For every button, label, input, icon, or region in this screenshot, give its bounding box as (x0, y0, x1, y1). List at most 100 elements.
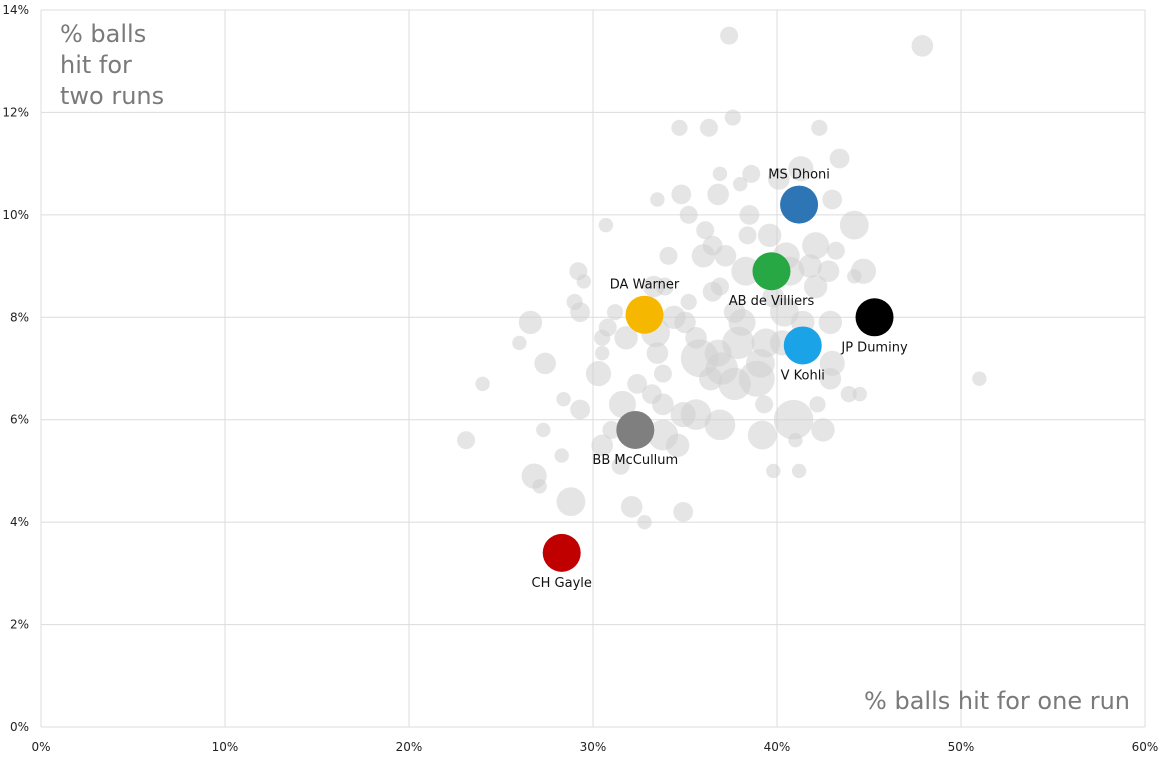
background-point (585, 361, 612, 387)
point-label: DA Warner (610, 278, 680, 293)
background-point (598, 217, 614, 233)
highlighted-point (616, 410, 655, 449)
background-point (696, 221, 715, 240)
y-tick-label: 10% (2, 208, 29, 222)
x-axis-title: % balls hit for one run (864, 687, 1130, 715)
background-point (691, 244, 716, 268)
background-point (911, 35, 934, 57)
background-point (659, 246, 678, 265)
background-point (602, 420, 621, 439)
x-tick-label: 0% (31, 740, 50, 754)
background-point (723, 301, 746, 323)
x-tick-label: 20% (396, 740, 423, 754)
background-point (798, 254, 822, 278)
y-axis-title-line: % balls (60, 20, 146, 48)
background-point (762, 286, 785, 308)
background-point (742, 164, 761, 183)
background-point (822, 189, 843, 210)
highlighted-point (542, 533, 581, 572)
highlighted-point (625, 295, 664, 334)
y-axis-title-line: two runs (60, 82, 164, 110)
background-point (685, 326, 707, 349)
background-point (611, 456, 630, 475)
point-label: JP Duminy (840, 340, 908, 355)
y-tick-label: 2% (10, 618, 29, 632)
background-point (665, 433, 690, 458)
background-point (556, 487, 586, 517)
background-point (852, 386, 867, 402)
background-point (679, 205, 698, 224)
background-point (475, 376, 490, 392)
background-point (724, 109, 741, 126)
background-point (532, 479, 547, 494)
tick-labels: 0% 10% 20% 30% 40% 50% 60% 0% 2% 4% 6% 8% 10% 12% 14% (2, 3, 1158, 754)
background-point (627, 373, 648, 394)
background-point (594, 329, 611, 346)
y-tick-label: 4% (10, 515, 29, 529)
background-point (773, 399, 814, 440)
background-point (818, 310, 843, 335)
background-point (699, 118, 718, 137)
x-tick-label: 60% (1132, 740, 1159, 754)
background-point (803, 274, 828, 299)
background-point (791, 463, 807, 479)
background-point (512, 335, 527, 351)
background-point (731, 256, 761, 286)
x-tick-label: 40% (764, 740, 791, 754)
background-point (637, 514, 652, 530)
highlighted-point (780, 185, 819, 224)
background-point (608, 390, 636, 418)
y-tick-label: 0% (10, 720, 29, 734)
gridlines (40, 9, 1146, 728)
highlighted-point (855, 298, 894, 337)
background-point (802, 232, 830, 260)
background-point (747, 420, 777, 450)
background-point (811, 119, 828, 136)
background-point (536, 422, 551, 438)
background-point (788, 156, 814, 182)
background-point (671, 184, 692, 205)
background-point (733, 176, 748, 192)
background-point (655, 277, 674, 296)
background-point (768, 168, 790, 190)
y-tick-label: 8% (10, 310, 29, 324)
background-point (671, 119, 688, 136)
background-point (702, 281, 723, 302)
y-axis-title: % balls hit for two runs (60, 20, 164, 110)
background-point (518, 310, 543, 335)
background-point (712, 166, 728, 182)
background-point (673, 502, 694, 522)
background-point (755, 395, 774, 414)
background-point (614, 326, 638, 350)
background-point (714, 245, 737, 267)
background-point (576, 274, 591, 289)
highlighted-points: MS Dhoni AB de Villiers DA Warner JP Duminy… (532, 168, 908, 591)
background-point (720, 26, 739, 45)
background-point (839, 210, 869, 240)
background-point (847, 269, 862, 284)
background-point (650, 192, 665, 207)
background-point (840, 386, 857, 403)
point-label: V Kohli (781, 368, 825, 383)
background-point (652, 393, 674, 416)
background-point (554, 448, 569, 463)
highlighted-point (783, 326, 822, 365)
background-point (811, 418, 835, 442)
background-point (674, 311, 696, 334)
background-point (699, 367, 723, 391)
background-point (653, 364, 672, 383)
background-point (718, 367, 751, 401)
y-tick-label: 12% (2, 105, 29, 119)
background-point (972, 371, 987, 386)
background-point (817, 260, 840, 282)
background-point (534, 352, 556, 375)
background-point (829, 148, 850, 169)
background-point (739, 204, 760, 225)
y-axis-title-line: hit for (60, 51, 132, 79)
background-point (646, 342, 669, 364)
x-tick-label: 50% (948, 740, 975, 754)
background-point (556, 392, 571, 407)
point-label: BB McCullum (592, 453, 678, 468)
point-label: MS Dhoni (768, 168, 830, 183)
background-point (819, 367, 842, 390)
